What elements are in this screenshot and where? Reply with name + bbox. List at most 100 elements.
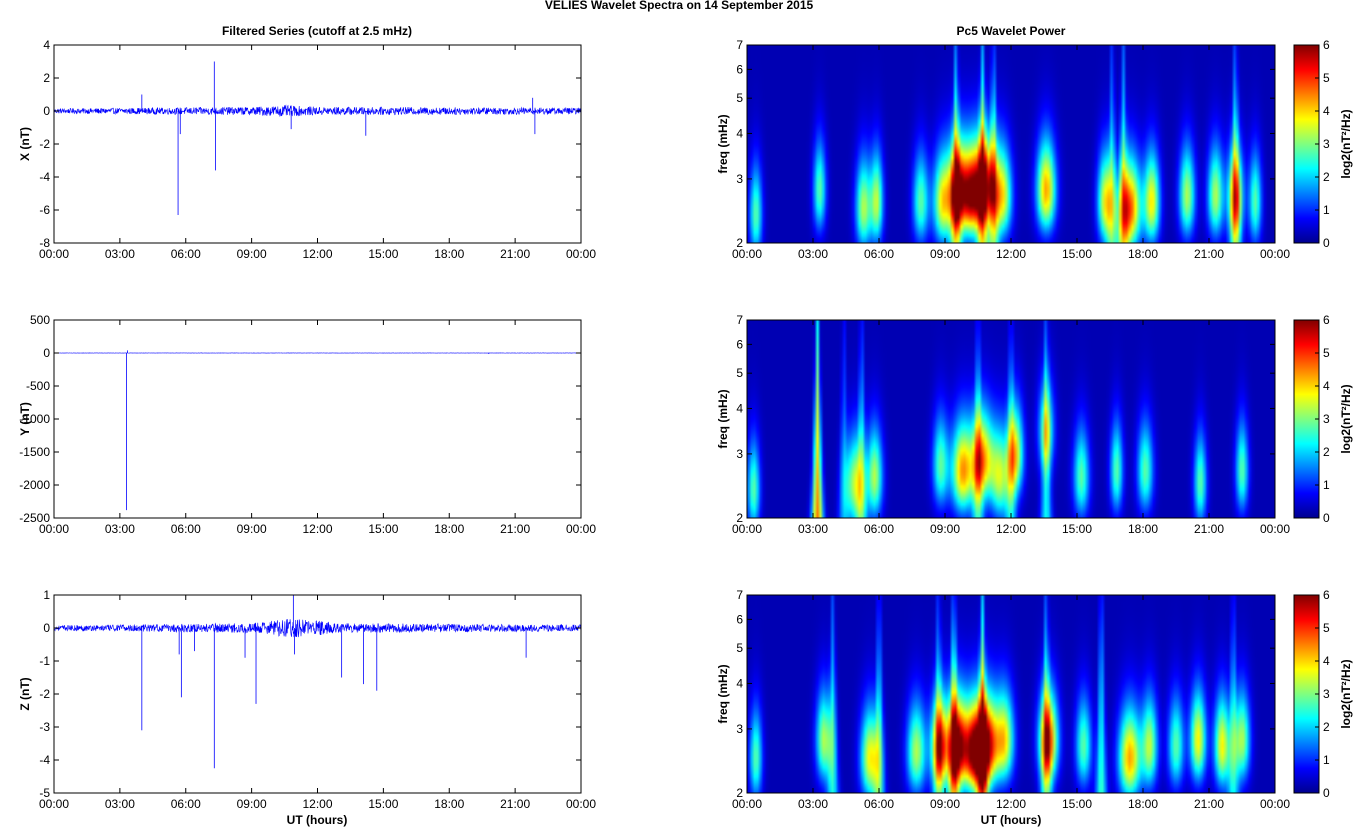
z-wavelet-colorbar-tick-label: 2 — [1323, 720, 1330, 734]
x-series-ytick-label: -2 — [39, 137, 50, 151]
z-series-xtick-label: 21:00 — [500, 797, 530, 811]
x-wavelet-colorbar-label: log2(nT²/Hz) — [1339, 109, 1353, 178]
y-wavelet-colorbar-tick-label: 6 — [1323, 313, 1330, 327]
x-series-xtick-label: 03:00 — [105, 247, 135, 261]
right-x-axis-label: UT (hours) — [981, 813, 1042, 827]
z-series-ytick-label: -2 — [39, 687, 50, 701]
y-wavelet-ytick-label: 6 — [736, 337, 743, 351]
x-wavelet-colorbar-tick-label: 1 — [1323, 203, 1330, 217]
y-series-ytick-label: -1500 — [19, 445, 50, 459]
y-series-xtick-label: 15:00 — [368, 522, 398, 536]
x-wavelet-xtick-label: 03:00 — [798, 247, 828, 261]
x-series-xtick-label: 21:00 — [500, 247, 530, 261]
z-wavelet-colorbar-tick-label: 1 — [1323, 753, 1330, 767]
z-series-ytick-label: -1 — [39, 654, 50, 668]
y-wavelet-colorbar — [1293, 319, 1320, 519]
z-series-trace — [53, 619, 582, 638]
y-wavelet-xtick-label: 00:00 — [1260, 522, 1290, 536]
x-wavelet-xtick-label: 00:00 — [1260, 247, 1290, 261]
z-wavelet-colorbar-tick-label: 3 — [1323, 687, 1330, 701]
z-series-xtick-label: 18:00 — [434, 797, 464, 811]
z-series-ylabel: Z (nT) — [18, 677, 32, 710]
z-wavelet-colorbar-tick-label: 5 — [1323, 621, 1330, 635]
x-series-ytick-label: 0 — [43, 104, 50, 118]
x-wavelet-xtick-label: 12:00 — [996, 247, 1026, 261]
x-series-ytick-label: -4 — [39, 170, 50, 184]
y-series-xtick-label: 18:00 — [434, 522, 464, 536]
z-wavelet-ytick-label: 4 — [736, 676, 743, 690]
y-series-ytick-label: -2000 — [19, 478, 50, 492]
y-wavelet-colorbar-tick-label: 4 — [1323, 379, 1330, 393]
y-wavelet-ytick-label: 4 — [736, 401, 743, 415]
y-series-ylabel: Y (nT) — [18, 402, 32, 436]
y-wavelet-ytick-label: 2 — [736, 511, 743, 525]
x-wavelet-colorbar-tick-label: 5 — [1323, 71, 1330, 85]
z-series-ytick-label: -4 — [39, 753, 50, 767]
x-series-ylabel: X (nT) — [18, 127, 32, 161]
z-wavelet-xtick-label: 00:00 — [1260, 797, 1290, 811]
x-series-xtick-label: 12:00 — [302, 247, 332, 261]
y-wavelet-xtick-label: 15:00 — [1062, 522, 1092, 536]
x-wavelet-colorbar-tick-label: 4 — [1323, 104, 1330, 118]
x-wavelet-heatmap — [747, 45, 1275, 243]
x-wavelet-colorbar — [1293, 44, 1320, 244]
y-wavelet-colorbar-tick-label: 3 — [1323, 412, 1330, 426]
x-series-ytick-label: 4 — [43, 38, 50, 52]
x-series-ytick-label: -8 — [39, 236, 50, 250]
x-wavelet-colorbar-tick-label: 3 — [1323, 137, 1330, 151]
z-series-panel: 00:00 03:00 06:00 09:00 12:00 15:00 18:00 21:00… — [18, 588, 596, 811]
y-wavelet-panel: 00:00 03:00 06:00 09:00 12:00 15:00 18:00 21:00… — [716, 313, 1353, 536]
x-wavelet-ytick-label: 5 — [736, 91, 743, 105]
z-wavelet-ytick-label: 5 — [736, 641, 743, 655]
y-series-xtick-label: 00:00 — [566, 522, 596, 536]
y-wavelet-xtick-label: 21:00 — [1194, 522, 1224, 536]
x-wavelet-ytick-label: 7 — [736, 38, 743, 52]
y-wavelet-ylabel: freq (mHz) — [716, 389, 730, 448]
x-wavelet-xtick-label: 21:00 — [1194, 247, 1224, 261]
z-wavelet-xtick-label: 12:00 — [996, 797, 1026, 811]
y-series-frame — [53, 319, 582, 519]
y-wavelet-colorbar-tick-label: 0 — [1323, 511, 1330, 525]
x-wavelet-xtick-label: 00:00 — [732, 247, 762, 261]
x-wavelet-xtick-label: 06:00 — [864, 247, 894, 261]
y-series-ytick-label: -500 — [26, 379, 50, 393]
y-wavelet-ytick-label: 7 — [736, 313, 743, 327]
z-wavelet-ytick-label: 6 — [736, 612, 743, 626]
y-series-ytick-label: 500 — [30, 313, 50, 327]
x-wavelet-ytick-label: 6 — [736, 62, 743, 76]
y-series-ytick-label: -1000 — [19, 412, 50, 426]
x-series-xtick-label: 00:00 — [566, 247, 596, 261]
y-wavelet-xtick-label: 18:00 — [1128, 522, 1158, 536]
x-wavelet-xtick-label: 15:00 — [1062, 247, 1092, 261]
x-wavelet-ytick-label: 3 — [736, 172, 743, 186]
y-series-xtick-label: 09:00 — [237, 522, 267, 536]
x-wavelet-ylabel: freq (mHz) — [716, 114, 730, 173]
x-series-ytick-label: 2 — [43, 71, 50, 85]
x-wavelet-colorbar-tick-label: 0 — [1323, 236, 1330, 250]
z-wavelet-heatmap — [747, 595, 1275, 793]
x-series-panel: 00:00 03:00 06:00 09:00 12:00 15:00 18:00 21:00… — [18, 38, 596, 261]
y-series-ytick-label: -2500 — [19, 511, 50, 525]
z-wavelet-colorbar-label: log2(nT²/Hz) — [1339, 659, 1353, 728]
y-series-xtick-label: 03:00 — [105, 522, 135, 536]
y-wavelet-colorbar-tick-label: 2 — [1323, 445, 1330, 459]
x-series-xtick-label: 15:00 — [368, 247, 398, 261]
z-series-ytick-label: -5 — [39, 786, 50, 800]
y-wavelet-ytick-label: 3 — [736, 447, 743, 461]
z-wavelet-ytick-label: 3 — [736, 722, 743, 736]
z-wavelet-xtick-label: 15:00 — [1062, 797, 1092, 811]
x-series-xtick-label: 09:00 — [237, 247, 267, 261]
x-wavelet-xtick-label: 18:00 — [1128, 247, 1158, 261]
z-wavelet-xtick-label: 21:00 — [1194, 797, 1224, 811]
z-series-ytick-label: 0 — [43, 621, 50, 635]
z-wavelet-colorbar-tick-label: 0 — [1323, 786, 1330, 800]
z-series-xtick-label: 00:00 — [39, 797, 69, 811]
left-column-title: Filtered Series (cutoff at 2.5 mHz) — [222, 24, 412, 38]
x-wavelet-ytick-label: 4 — [736, 126, 743, 140]
x-series-ytick-label: -6 — [39, 203, 50, 217]
x-series-xtick-label: 00:00 — [39, 247, 69, 261]
z-series-xtick-label: 06:00 — [171, 797, 201, 811]
y-series-xtick-label: 00:00 — [39, 522, 69, 536]
right-column-title: Pc5 Wavelet Power — [957, 24, 1066, 38]
x-series-xtick-label: 18:00 — [434, 247, 464, 261]
